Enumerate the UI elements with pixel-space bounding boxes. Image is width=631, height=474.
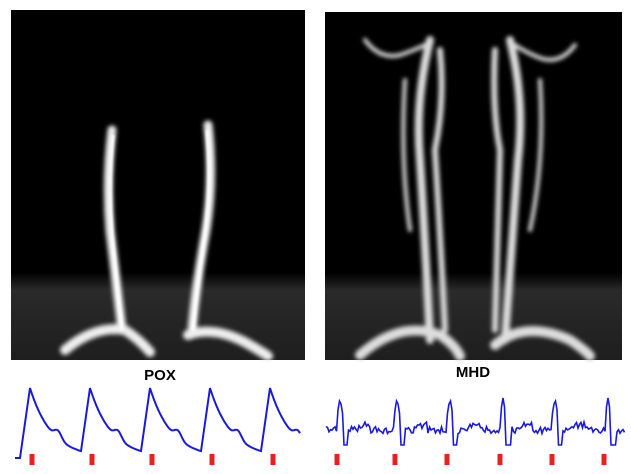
- panel-label: MHD: [456, 364, 490, 381]
- trigger-mark: [90, 454, 95, 465]
- pox-waveform: [15, 388, 300, 458]
- trigger-marks: [30, 454, 607, 465]
- figure: POX MHD: [0, 0, 631, 474]
- trigger-mark: [498, 454, 503, 465]
- trigger-mark: [150, 454, 155, 465]
- trigger-mark: [393, 454, 398, 465]
- trigger-mark: [335, 454, 340, 465]
- ecg-waveform: [326, 398, 625, 445]
- trigger-mark: [550, 454, 555, 465]
- panel-label: POX: [144, 367, 176, 384]
- mhd-image: [325, 12, 622, 360]
- trigger-mark: [445, 454, 450, 465]
- pox-image: [11, 10, 305, 360]
- trigger-mark: [602, 454, 607, 465]
- trigger-mark: [271, 454, 276, 465]
- trigger-mark: [30, 454, 35, 465]
- figure-canvas: POX MHD: [0, 0, 631, 474]
- trigger-mark: [210, 454, 215, 465]
